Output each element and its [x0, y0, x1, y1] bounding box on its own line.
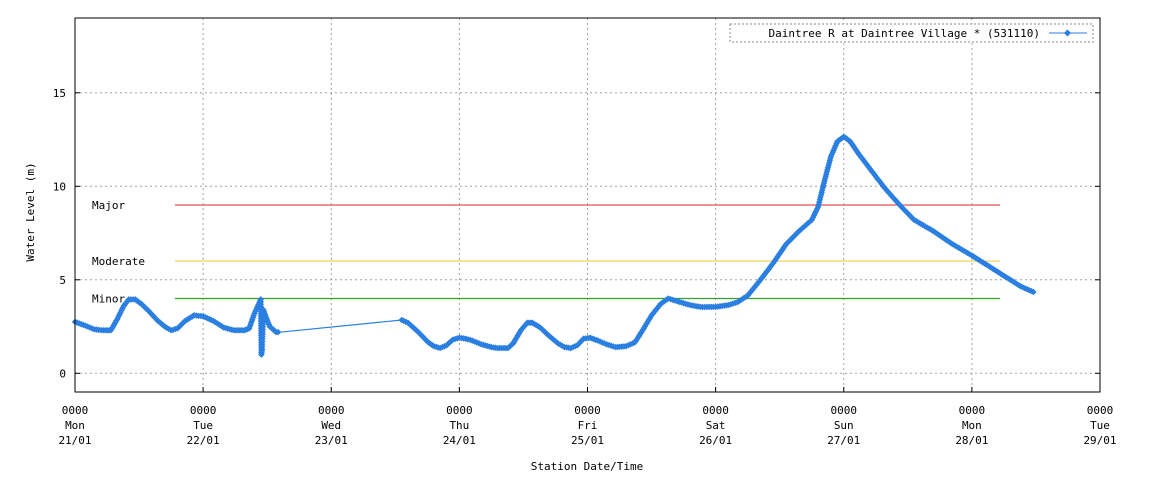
- x-tick-label-0-1: Mon: [65, 419, 85, 432]
- x-tick-label-7-0: 0000: [959, 404, 986, 417]
- legend-box: [729, 23, 1094, 43]
- x-axis-label: Station Date/Time: [531, 460, 644, 473]
- x-tick-label-7-2: 28/01: [955, 434, 988, 447]
- x-tick-label-5-0: 0000: [702, 404, 729, 417]
- x-tick-label-6-2: 27/01: [827, 434, 860, 447]
- x-tick-label-8-1: Tue: [1090, 419, 1110, 432]
- series-markers-0: [71, 133, 1037, 358]
- legend: Daintree R at Daintree Village * (531110…: [729, 23, 1094, 43]
- y-tick-label-2: 10: [53, 180, 66, 193]
- x-tick-label-2-1: Wed: [321, 419, 341, 432]
- x-tick-label-5-1: Sat: [706, 419, 726, 432]
- x-tick-label-4-2: 25/01: [571, 434, 604, 447]
- threshold-label-major: Major: [92, 199, 125, 212]
- x-tick-label-6-0: 0000: [831, 404, 858, 417]
- x-tick-label-1-2: 22/01: [187, 434, 220, 447]
- x-tick-label-7-1: Mon: [962, 419, 982, 432]
- x-tick-label-2-2: 23/01: [315, 434, 348, 447]
- x-tick-label-4-0: 0000: [574, 404, 601, 417]
- x-tick-label-3-1: Thu: [449, 419, 469, 432]
- threshold-label-minor: Minor: [92, 293, 125, 306]
- x-tick-label-8-2: 29/01: [1083, 434, 1116, 447]
- x-tick-label-1-0: 0000: [190, 404, 217, 417]
- x-tick-label-0-2: 21/01: [58, 434, 91, 447]
- series-layer: [71, 133, 1037, 358]
- threshold-lines: Major Moderate Minor: [92, 199, 1001, 306]
- y-tick-label-0: 0: [59, 367, 66, 380]
- x-axis-ticks: 0000 Mon 21/01 0000 Tue 22/01 0000 Wed 23/01 0000…: [58, 387, 1117, 447]
- x-tick-label-5-2: 26/01: [699, 434, 732, 447]
- y-axis-ticks: 0 5 10 15: [53, 87, 1100, 380]
- x-tick-label-3-0: 0000: [446, 404, 473, 417]
- x-tick-label-4-1: Fri: [578, 419, 598, 432]
- y-axis-label: Water Level (m): [24, 162, 37, 261]
- series-marker: [274, 328, 282, 336]
- legend-label: Daintree R at Daintree Village * (531110…: [768, 27, 1040, 40]
- x-tick-label-8-0: 0000: [1087, 404, 1114, 417]
- x-tick-label-2-0: 0000: [318, 404, 345, 417]
- x-tick-label-1-1: Tue: [193, 419, 213, 432]
- threshold-label-moderate: Moderate: [92, 255, 145, 268]
- x-tick-label-3-2: 24/01: [443, 434, 476, 447]
- y-tick-label-3: 15: [53, 87, 66, 100]
- x-tick-label-0-0: 0000: [62, 404, 89, 417]
- x-tick-label-6-1: Sun: [834, 419, 854, 432]
- y-tick-label-1: 5: [59, 274, 66, 287]
